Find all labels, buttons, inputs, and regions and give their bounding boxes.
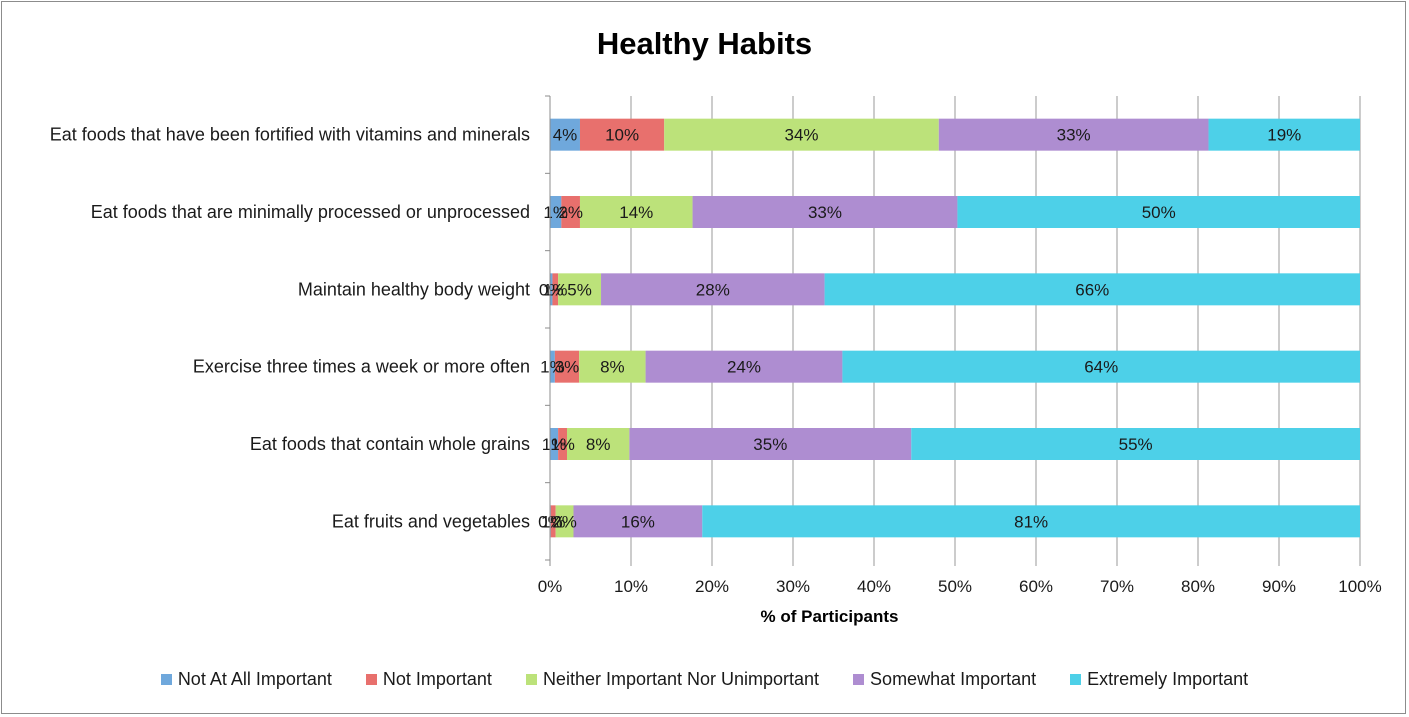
bar-segment — [911, 428, 1360, 460]
data-label: 1% — [550, 435, 575, 454]
bar-segment — [579, 350, 646, 383]
legend-swatch — [160, 674, 172, 685]
legend-item: Not Important — [365, 669, 492, 690]
x-tick-label: 40% — [857, 577, 891, 596]
data-label: 0% — [539, 280, 564, 299]
bar-segment — [664, 118, 939, 151]
bars — [550, 118, 1360, 538]
bar-segment — [558, 428, 568, 460]
category-label: Eat fruits and vegetables — [332, 511, 530, 531]
bar-segment — [550, 273, 553, 306]
data-label: 19% — [1267, 126, 1301, 145]
legend: Not At All Important Not Important Neither… — [0, 669, 1409, 690]
legend-item: Not At All Important — [160, 669, 332, 690]
bar-segment — [554, 350, 580, 383]
legend-item: Extremely Important — [1070, 669, 1248, 690]
data-label: 50% — [1142, 203, 1176, 222]
x-axis-title: % of Participants — [760, 607, 899, 626]
data-label: 1% — [541, 512, 566, 531]
bar-segment — [550, 428, 559, 460]
bar-segment — [842, 350, 1360, 383]
gridlines — [549, 96, 1361, 566]
category-label: Eat foods that have been fortified with … — [50, 125, 530, 145]
x-tick-label: 80% — [1181, 577, 1215, 596]
chart-title: Healthy Habits — [596, 26, 813, 61]
data-label: 8% — [586, 435, 611, 454]
bar-segment — [702, 505, 1360, 538]
bar-segment — [573, 505, 703, 538]
bar-segment — [629, 428, 912, 460]
legend-label: Neither Important Nor Unimportant — [542, 669, 820, 689]
data-label: 81% — [1014, 512, 1048, 531]
bar-segment — [558, 273, 602, 306]
bar-segment — [645, 350, 843, 383]
category-label: Eat foods that contain whole grains — [250, 434, 530, 454]
x-tick-label: 90% — [1262, 577, 1296, 596]
bar-segment — [567, 428, 630, 460]
x-tick-label: 0% — [538, 577, 563, 596]
category-label: Exercise three times a week or more ofte… — [193, 357, 530, 377]
bar-segment — [561, 196, 580, 228]
bar-segment — [1208, 118, 1360, 151]
data-labels: 4% 10% 34% 33% 19%1%2% 14% 33% 50%0%1% 5% 28% 66%1… — [538, 126, 1301, 532]
x-tick-label: 100% — [1338, 577, 1381, 596]
bar-segment — [938, 118, 1209, 151]
legend-label: Not At All Important — [177, 669, 332, 689]
axes: 0% 10% 20% 30% 40% 50% 60% 70% 80% 90% 100% Eat foo… — [50, 95, 1382, 596]
data-label: 33% — [808, 203, 842, 222]
data-label: 8% — [600, 358, 625, 377]
bar-segment — [550, 118, 580, 151]
data-label: 4% — [553, 126, 578, 145]
data-label: 35% — [753, 435, 787, 454]
bar-segment — [550, 505, 556, 538]
legend-swatch — [1070, 674, 1082, 685]
bar-segment — [579, 118, 665, 151]
data-label: 55% — [1119, 435, 1153, 454]
x-tick-label: 60% — [1019, 577, 1053, 596]
data-label: 5% — [567, 280, 592, 299]
legend-label: Not Important — [382, 669, 492, 689]
data-label: 3% — [555, 358, 580, 377]
data-label: 34% — [784, 126, 818, 145]
data-label: 16% — [621, 512, 655, 531]
legend-swatch — [525, 674, 537, 685]
data-label: 14% — [619, 203, 653, 222]
bar-segment — [692, 196, 958, 228]
category-label: Eat foods that are minimally processed o… — [91, 202, 530, 222]
bar-segment — [550, 350, 555, 383]
x-tick-label: 10% — [614, 577, 648, 596]
legend-swatch — [365, 674, 377, 685]
data-label: 1% — [540, 358, 565, 377]
legend-swatch — [853, 674, 865, 685]
bar-segment — [552, 273, 559, 306]
x-tick-label: 50% — [938, 577, 972, 596]
data-label: 2% — [558, 203, 583, 222]
bar-segment — [579, 196, 693, 228]
bar-segment — [601, 273, 825, 306]
x-tick-label: 70% — [1100, 577, 1134, 596]
x-tick-label: 30% — [776, 577, 810, 596]
legend-label: Somewhat Important — [870, 669, 1037, 689]
legend-label: Extremely Important — [1087, 669, 1249, 689]
x-tick-label: 20% — [695, 577, 729, 596]
data-label: 28% — [696, 280, 730, 299]
data-label: 66% — [1075, 280, 1109, 299]
category-label: Maintain healthy body weight — [298, 279, 530, 299]
bar-segment — [550, 196, 562, 228]
data-label: 24% — [727, 358, 761, 377]
bar-segment — [824, 273, 1360, 306]
bar-segment — [957, 196, 1360, 228]
data-label: 1% — [543, 280, 568, 299]
legend-item: Neither Important Nor Unimportant — [525, 669, 820, 690]
legend-item: Somewhat Important — [853, 669, 1036, 690]
bar-segment — [555, 505, 574, 538]
data-label: 1% — [542, 435, 567, 454]
data-label: 64% — [1084, 358, 1118, 377]
data-label: 33% — [1057, 126, 1091, 145]
data-label: 10% — [605, 126, 639, 145]
data-label: 2% — [552, 512, 577, 531]
